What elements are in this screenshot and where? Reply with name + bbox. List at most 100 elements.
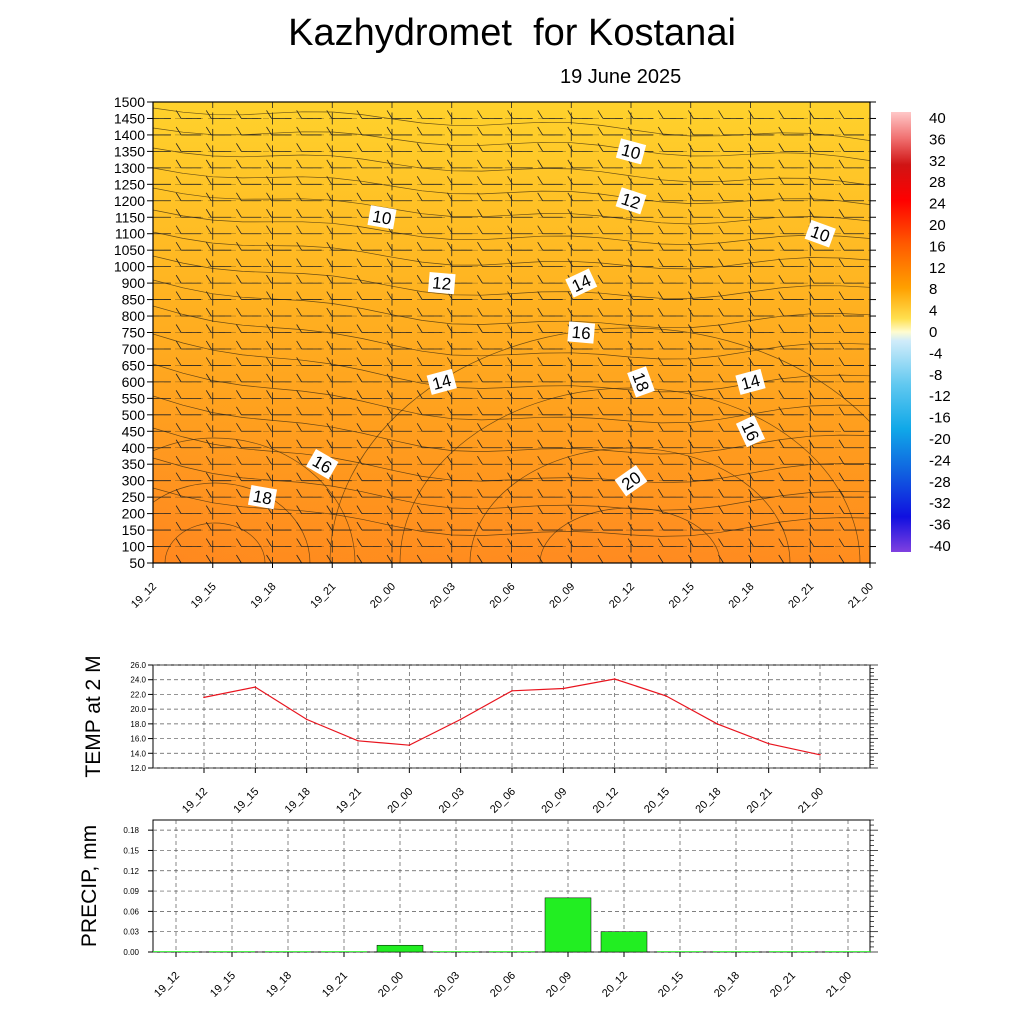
- contour-label-text: 14: [739, 371, 762, 394]
- wind-barb: [657, 110, 664, 119]
- wind-barb: [597, 209, 604, 218]
- wind-barb: [296, 209, 302, 218]
- temp-point: [767, 742, 770, 745]
- precip-y-tick-label: 0.12: [123, 867, 139, 876]
- wind-barb: [266, 225, 272, 234]
- y-tick-label: 1200: [114, 193, 145, 209]
- wind-barb: [146, 193, 151, 201]
- wind-barb: [748, 538, 754, 547]
- isotherm: [399, 387, 861, 563]
- chart-date: 19 June 2025: [560, 66, 682, 88]
- y-tick-label: 150: [122, 522, 146, 538]
- wind-barb: [627, 176, 634, 185]
- wind-barb: [326, 554, 333, 563]
- wind-barb: [597, 456, 604, 465]
- wind-barb: [808, 406, 815, 416]
- wind-barb: [180, 102, 182, 103]
- wind-barb: [537, 456, 544, 465]
- wind-barb: [326, 521, 333, 531]
- wind-barb: [205, 159, 212, 169]
- temp-x-tick-label: 20_15: [642, 786, 672, 816]
- precip-x-tick-label: 20_18: [712, 970, 742, 1000]
- precip-bar: [265, 951, 311, 952]
- wind-barb: [512, 102, 513, 103]
- wind-barb: [597, 143, 604, 152]
- wind-barb: [146, 357, 151, 365]
- wind-barb: [537, 307, 544, 317]
- wind-barb: [567, 159, 574, 169]
- wind-barb: [266, 554, 272, 563]
- precip-bar: [544, 897, 592, 953]
- wind-barb: [718, 505, 724, 514]
- wind-barb: [597, 406, 604, 416]
- temp-y-tick-label: 14.0: [130, 749, 146, 758]
- wind-barb: [386, 488, 393, 498]
- wind-barb: [386, 554, 393, 563]
- wind-barb: [657, 554, 664, 563]
- wind-barb: [657, 159, 664, 169]
- precip-x-tick-label: 19_12: [152, 970, 182, 1000]
- wind-barb: [416, 472, 423, 481]
- wind-barb: [386, 274, 393, 284]
- wind-barb: [537, 373, 544, 383]
- wind-barb: [236, 439, 242, 448]
- contour-label: 12: [615, 187, 647, 215]
- wind-barb: [778, 126, 785, 136]
- x-tick-label: 19_15: [189, 581, 219, 611]
- wind-barb: [567, 505, 574, 514]
- wind-barb: [266, 439, 272, 448]
- wind-barb: [356, 110, 363, 119]
- wind-barb: [597, 225, 604, 234]
- wind-barb: [266, 521, 272, 531]
- wind-barb: [416, 291, 423, 300]
- wind-barb: [718, 324, 724, 333]
- wind-barb: [808, 241, 815, 251]
- wind-barb: [416, 406, 423, 416]
- wind-barb: [416, 505, 423, 514]
- wind-barb: [813, 102, 814, 103]
- wind-barb: [838, 225, 845, 234]
- wind-barb: [386, 241, 393, 251]
- wind-barb: [175, 324, 182, 333]
- wind-barb: [597, 505, 604, 514]
- wind-barb: [627, 126, 634, 136]
- contour-label-text: 18: [251, 487, 273, 509]
- wind-barb: [205, 456, 212, 465]
- wind-barb: [326, 258, 333, 267]
- wind-barb: [386, 340, 393, 350]
- wind-barb: [175, 225, 182, 234]
- wind-barb: [838, 373, 845, 383]
- precip-bar: [153, 951, 199, 952]
- precip-x-tick-label: 19_21: [320, 970, 350, 1000]
- wind-barb: [657, 324, 664, 333]
- wind-barb: [838, 126, 845, 136]
- wind-barb: [326, 126, 333, 136]
- wind-barb: [477, 159, 483, 169]
- wind-barb: [537, 176, 544, 185]
- wind-barb: [266, 472, 272, 481]
- wind-barb: [296, 472, 302, 481]
- wind-barb: [657, 209, 664, 218]
- wind-barb: [718, 538, 724, 547]
- contour-label: 18: [247, 485, 278, 510]
- wind-barb: [236, 456, 242, 465]
- wind-barb: [838, 258, 845, 267]
- wind-barb: [778, 192, 785, 201]
- wind-barb: [748, 192, 754, 201]
- wind-barb: [537, 192, 544, 201]
- wind-barb: [748, 176, 754, 185]
- wind-barb: [783, 102, 784, 103]
- y-tick-label: 800: [122, 308, 146, 324]
- precip-bar: [433, 951, 479, 952]
- temp-y-tick-label: 12.0: [130, 764, 146, 773]
- wind-barb: [657, 274, 664, 284]
- wind-barb: [205, 423, 212, 432]
- wind-barb: [266, 307, 272, 317]
- wind-barb: [416, 225, 423, 234]
- wind-barb: [236, 554, 242, 563]
- contour-label: 10: [367, 205, 397, 230]
- wind-barb: [567, 357, 574, 366]
- wind-barb: [266, 274, 272, 284]
- wind-barb: [477, 390, 483, 399]
- wind-barb: [356, 505, 363, 514]
